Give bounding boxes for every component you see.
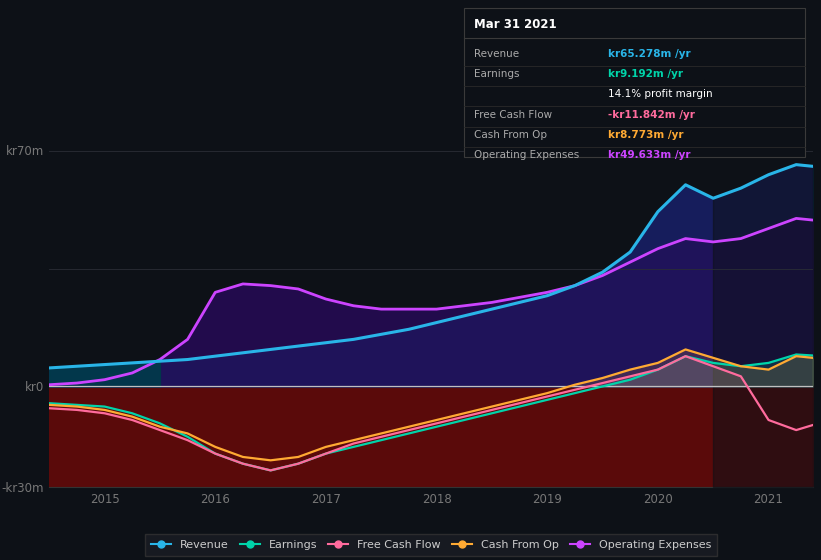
Text: Cash From Op: Cash From Op xyxy=(474,130,547,140)
Text: Free Cash Flow: Free Cash Flow xyxy=(474,110,552,120)
Text: 14.1% profit margin: 14.1% profit margin xyxy=(608,90,712,100)
Text: Operating Expenses: Operating Expenses xyxy=(474,150,579,160)
Legend: Revenue, Earnings, Free Cash Flow, Cash From Op, Operating Expenses: Revenue, Earnings, Free Cash Flow, Cash … xyxy=(145,534,717,556)
Text: kr70m: kr70m xyxy=(6,144,44,158)
Text: kr8.773m /yr: kr8.773m /yr xyxy=(608,130,683,140)
Text: Revenue: Revenue xyxy=(474,49,519,59)
Text: Mar 31 2021: Mar 31 2021 xyxy=(474,18,557,31)
Text: Earnings: Earnings xyxy=(474,69,519,80)
Text: kr49.633m /yr: kr49.633m /yr xyxy=(608,150,690,160)
Text: kr9.192m /yr: kr9.192m /yr xyxy=(608,69,682,80)
Text: kr65.278m /yr: kr65.278m /yr xyxy=(608,49,690,59)
Text: -kr11.842m /yr: -kr11.842m /yr xyxy=(608,110,695,120)
